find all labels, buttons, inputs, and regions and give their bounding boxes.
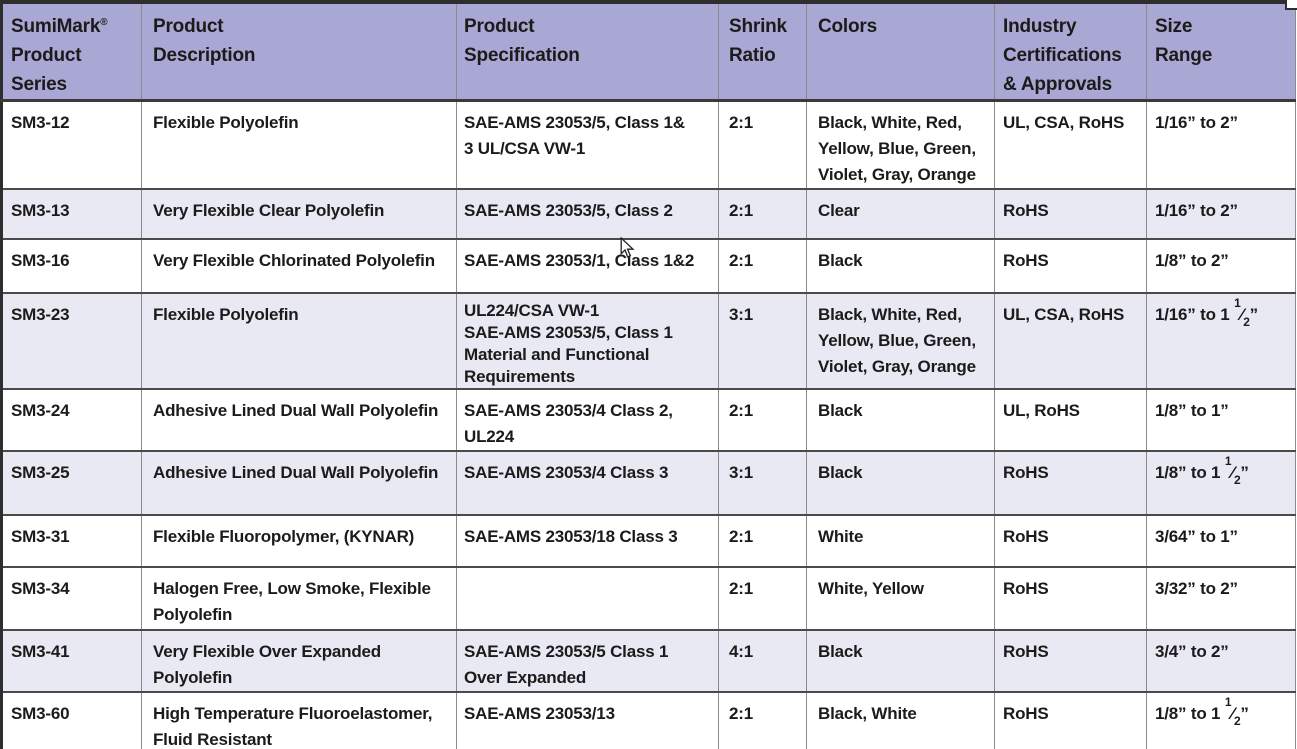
cell-series: SM3-16 xyxy=(11,251,70,270)
cell-certifications: RoHS xyxy=(994,189,1147,239)
cell-description: Adhesive Lined Dual Wall Polyolefin xyxy=(141,451,457,515)
cell-specification xyxy=(456,567,719,630)
table-row: SM3-34 Halogen Free, Low Smoke, Flexible… xyxy=(1,567,1296,630)
cell-size-range: 3/64” to 1” xyxy=(1146,515,1296,567)
cell-series: SM3-31 xyxy=(11,527,70,546)
cell-size-range: 1/8” to 1” xyxy=(1146,389,1296,451)
cell-colors: Black xyxy=(806,239,995,293)
cell-specification: SAE-AMS 23053/4 Class 3 xyxy=(456,451,719,515)
cell-specification: SAE-AMS 23053/13 xyxy=(456,692,719,749)
cell-size-range: 1/8” to 1 1⁄2” xyxy=(1146,451,1296,515)
cell-size-range: 1/8” to 1 1⁄2” xyxy=(1146,692,1296,749)
cell-shrink-ratio: 2:1 xyxy=(718,692,807,749)
cell-colors: Black xyxy=(806,630,995,692)
table-row: SM3-60 High Temperature Fluoroelastomer,… xyxy=(1,692,1296,749)
cell-shrink-ratio: 2:1 xyxy=(718,515,807,567)
registered-trademark-symbol: ® xyxy=(100,17,108,28)
cell-specification: SAE-AMS 23053/4 Class 2, UL224 xyxy=(456,389,719,451)
cell-specification: UL224/CSA VW-1 SAE-AMS 23053/5, Class 1 … xyxy=(456,293,719,389)
cell-shrink-ratio: 3:1 xyxy=(718,451,807,515)
cell-specification: SAE-AMS 23053/5 Class 1 Over Expanded xyxy=(456,630,719,692)
cell-description: Very Flexible Over Expanded Polyolefin xyxy=(141,630,457,692)
cell-specification: SAE-AMS 23053/1, Class 1&2 xyxy=(456,239,719,293)
cell-shrink-ratio: 3:1 xyxy=(718,293,807,389)
cell-certifications: RoHS xyxy=(994,567,1147,630)
cell-description: Very Flexible Chlorinated Polyolefin xyxy=(141,239,457,293)
brand-name: SumiMark xyxy=(11,16,101,37)
column-header-series-label: Product Series xyxy=(11,45,82,95)
cell-series: SM3-23 xyxy=(11,305,70,324)
page-corner-notch xyxy=(1285,0,1297,10)
cell-description: Halogen Free, Low Smoke, Flexible Polyol… xyxy=(141,567,457,630)
cell-certifications: UL, CSA, RoHS xyxy=(994,293,1147,389)
cell-series: SM3-41 xyxy=(11,642,70,661)
cell-description: Very Flexible Clear Polyolefin xyxy=(141,189,457,239)
cell-size-range: 1/16” to 2” xyxy=(1146,189,1296,239)
cell-specification: SAE-AMS 23053/5, Class 1& 3 UL/CSA VW-1 xyxy=(456,100,719,189)
cell-series: SM3-13 xyxy=(11,201,70,220)
cell-certifications: RoHS xyxy=(994,692,1147,749)
cell-shrink-ratio: 2:1 xyxy=(718,567,807,630)
cell-shrink-ratio: 4:1 xyxy=(718,630,807,692)
cell-colors: Clear xyxy=(806,189,995,239)
cell-series: SM3-60 xyxy=(11,704,70,723)
cell-colors: White, Yellow xyxy=(806,567,995,630)
cell-description: Flexible Fluoropolymer, (KYNAR) xyxy=(141,515,457,567)
cell-colors: Black xyxy=(806,451,995,515)
cell-certifications: RoHS xyxy=(994,451,1147,515)
cell-series: SM3-12 xyxy=(11,113,70,132)
column-header-series: SumiMark® Product Series xyxy=(1,2,142,102)
cell-description: Flexible Polyolefin xyxy=(141,100,457,189)
column-header-colors: Colors xyxy=(806,2,995,102)
column-header-description: Product Description xyxy=(141,2,457,102)
cell-size-range: 1/16” to 2” xyxy=(1146,100,1296,189)
cell-series: SM3-25 xyxy=(11,463,70,482)
table-header: SumiMark® Product Series Product Descrip… xyxy=(1,2,1296,102)
cell-specification: SAE-AMS 23053/5, Class 2 xyxy=(456,189,719,239)
cell-size-range: 3/32” to 2” xyxy=(1146,567,1296,630)
table-row: SM3-41 Very Flexible Over Expanded Polyo… xyxy=(1,630,1296,692)
table-row: SM3-12 Flexible Polyolefin SAE-AMS 23053… xyxy=(1,100,1296,189)
cell-specification: SAE-AMS 23053/18 Class 3 xyxy=(456,515,719,567)
column-header-specification: Product Specification xyxy=(456,2,719,102)
cell-description: Adhesive Lined Dual Wall Polyolefin xyxy=(141,389,457,451)
cell-size-range: 3/4” to 2” xyxy=(1146,630,1296,692)
cell-certifications: RoHS xyxy=(994,239,1147,293)
cell-shrink-ratio: 2:1 xyxy=(718,389,807,451)
cell-description: Flexible Polyolefin xyxy=(141,293,457,389)
cell-colors: Black, White, Red, Yellow, Blue, Green, … xyxy=(806,100,995,189)
cell-description: High Temperature Fluoroelastomer, Fluid … xyxy=(141,692,457,749)
cell-certifications: RoHS xyxy=(994,630,1147,692)
table-row: SM3-24 Adhesive Lined Dual Wall Polyolef… xyxy=(1,389,1296,451)
table-body: SM3-12 Flexible Polyolefin SAE-AMS 23053… xyxy=(1,100,1296,749)
column-header-certifications: Industry Certifications & Approvals xyxy=(994,2,1147,102)
cell-series: SM3-34 xyxy=(11,579,70,598)
cell-shrink-ratio: 2:1 xyxy=(718,239,807,293)
cell-colors: Black, White xyxy=(806,692,995,749)
table-row: SM3-31 Flexible Fluoropolymer, (KYNAR) S… xyxy=(1,515,1296,567)
table-row: SM3-25 Adhesive Lined Dual Wall Polyolef… xyxy=(1,451,1296,515)
cell-colors: Black, White, Red, Yellow, Blue, Green, … xyxy=(806,293,995,389)
cell-certifications: UL, CSA, RoHS xyxy=(994,100,1147,189)
table-row: SM3-16 Very Flexible Chlorinated Polyole… xyxy=(1,239,1296,293)
cell-shrink-ratio: 2:1 xyxy=(718,189,807,239)
table-row: SM3-13 Very Flexible Clear Polyolefin SA… xyxy=(1,189,1296,239)
table-row: SM3-23 Flexible Polyolefin UL224/CSA VW-… xyxy=(1,293,1296,389)
cell-size-range: 1/16” to 1 1⁄2” xyxy=(1146,293,1296,389)
cell-colors: Black xyxy=(806,389,995,451)
cell-colors: White xyxy=(806,515,995,567)
header-row: SumiMark® Product Series Product Descrip… xyxy=(1,2,1296,102)
cell-shrink-ratio: 2:1 xyxy=(718,100,807,189)
cell-series: SM3-24 xyxy=(11,401,70,420)
cell-certifications: UL, RoHS xyxy=(994,389,1147,451)
cell-size-range: 1/8” to 2” xyxy=(1146,239,1296,293)
cell-certifications: RoHS xyxy=(994,515,1147,567)
column-header-size-range: Size Range xyxy=(1146,2,1296,102)
column-header-shrink-ratio: Shrink Ratio xyxy=(718,2,807,102)
